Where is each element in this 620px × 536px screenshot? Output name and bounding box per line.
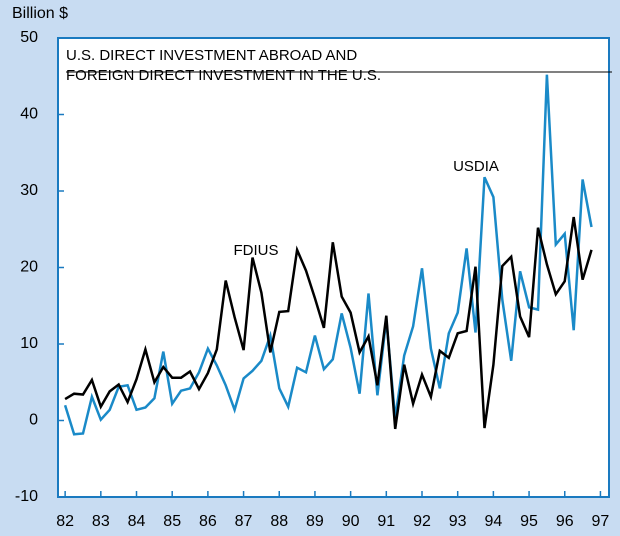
x-tick-label: 97 [592,513,610,530]
x-tick-label: 85 [163,513,181,530]
x-tick-label: 84 [128,513,146,530]
x-tick-label: 86 [199,513,217,530]
series-line [63,74,593,436]
x-tick-label: 91 [377,513,395,530]
x-tick-label: 83 [92,513,110,530]
y-tick-label: 40 [20,106,38,123]
x-tick-label: 89 [306,513,324,530]
x-tick-label: 94 [484,513,502,530]
y-tick-label: 50 [20,29,38,46]
y-tick-label: -10 [15,488,38,505]
x-tick-label: 82 [56,513,74,530]
series-label: USDIA [453,158,499,175]
chart-title: U.S. DIRECT INVESTMENT ABROAD AND [66,47,357,64]
x-tick-label: 88 [270,513,288,530]
x-tick-label: 87 [235,513,253,530]
x-tick-label: 93 [449,513,467,530]
x-tick-label: 90 [342,513,360,530]
plot-area [57,37,610,498]
series-line [64,216,593,430]
x-tick-label: 92 [413,513,431,530]
y-axis-label: Billion $ [12,5,68,22]
x-tick-label: 95 [520,513,538,530]
y-tick-label: 0 [29,412,38,429]
y-tick-label: 20 [20,259,38,276]
x-tick-label: 96 [556,513,574,530]
y-tick-label: 10 [20,335,38,352]
y-tick-label: 30 [20,182,38,199]
series-label: FDIUS [234,242,279,259]
chart-title: FOREIGN DIRECT INVESTMENT IN THE U.S. [66,67,381,84]
